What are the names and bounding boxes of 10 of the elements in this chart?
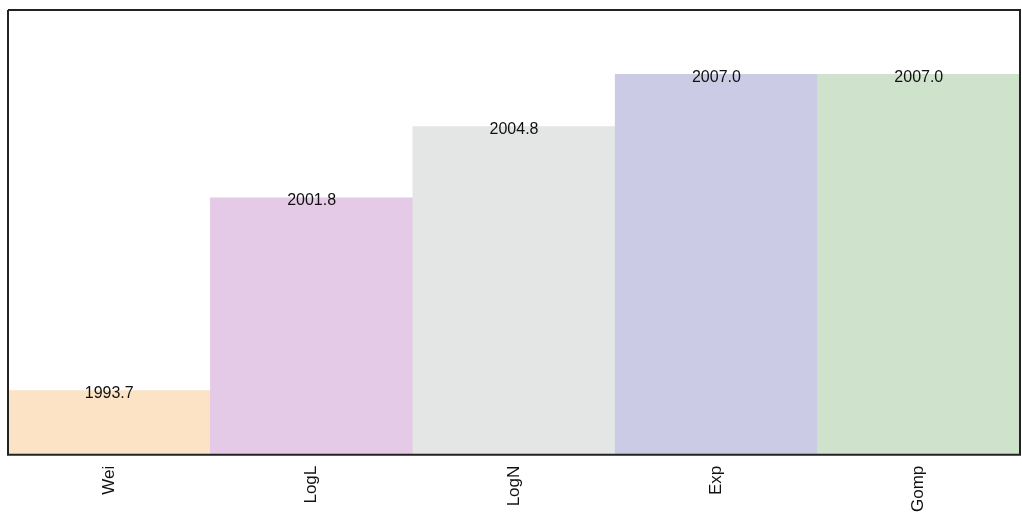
x-tick-label: LogL bbox=[301, 465, 321, 504]
x-tick-label: Gomp bbox=[908, 465, 928, 512]
x-tick-label: Wei bbox=[98, 465, 118, 495]
data-label: 2001.8 bbox=[287, 191, 337, 209]
data-label: 1993.7 bbox=[84, 383, 134, 401]
x-tick-label: Exp bbox=[706, 465, 726, 495]
x-tick-label: LogN bbox=[503, 465, 523, 507]
data-label: 2007.0 bbox=[691, 67, 741, 85]
data-label: 2007.0 bbox=[894, 67, 944, 85]
data-label: 2004.8 bbox=[489, 119, 539, 137]
